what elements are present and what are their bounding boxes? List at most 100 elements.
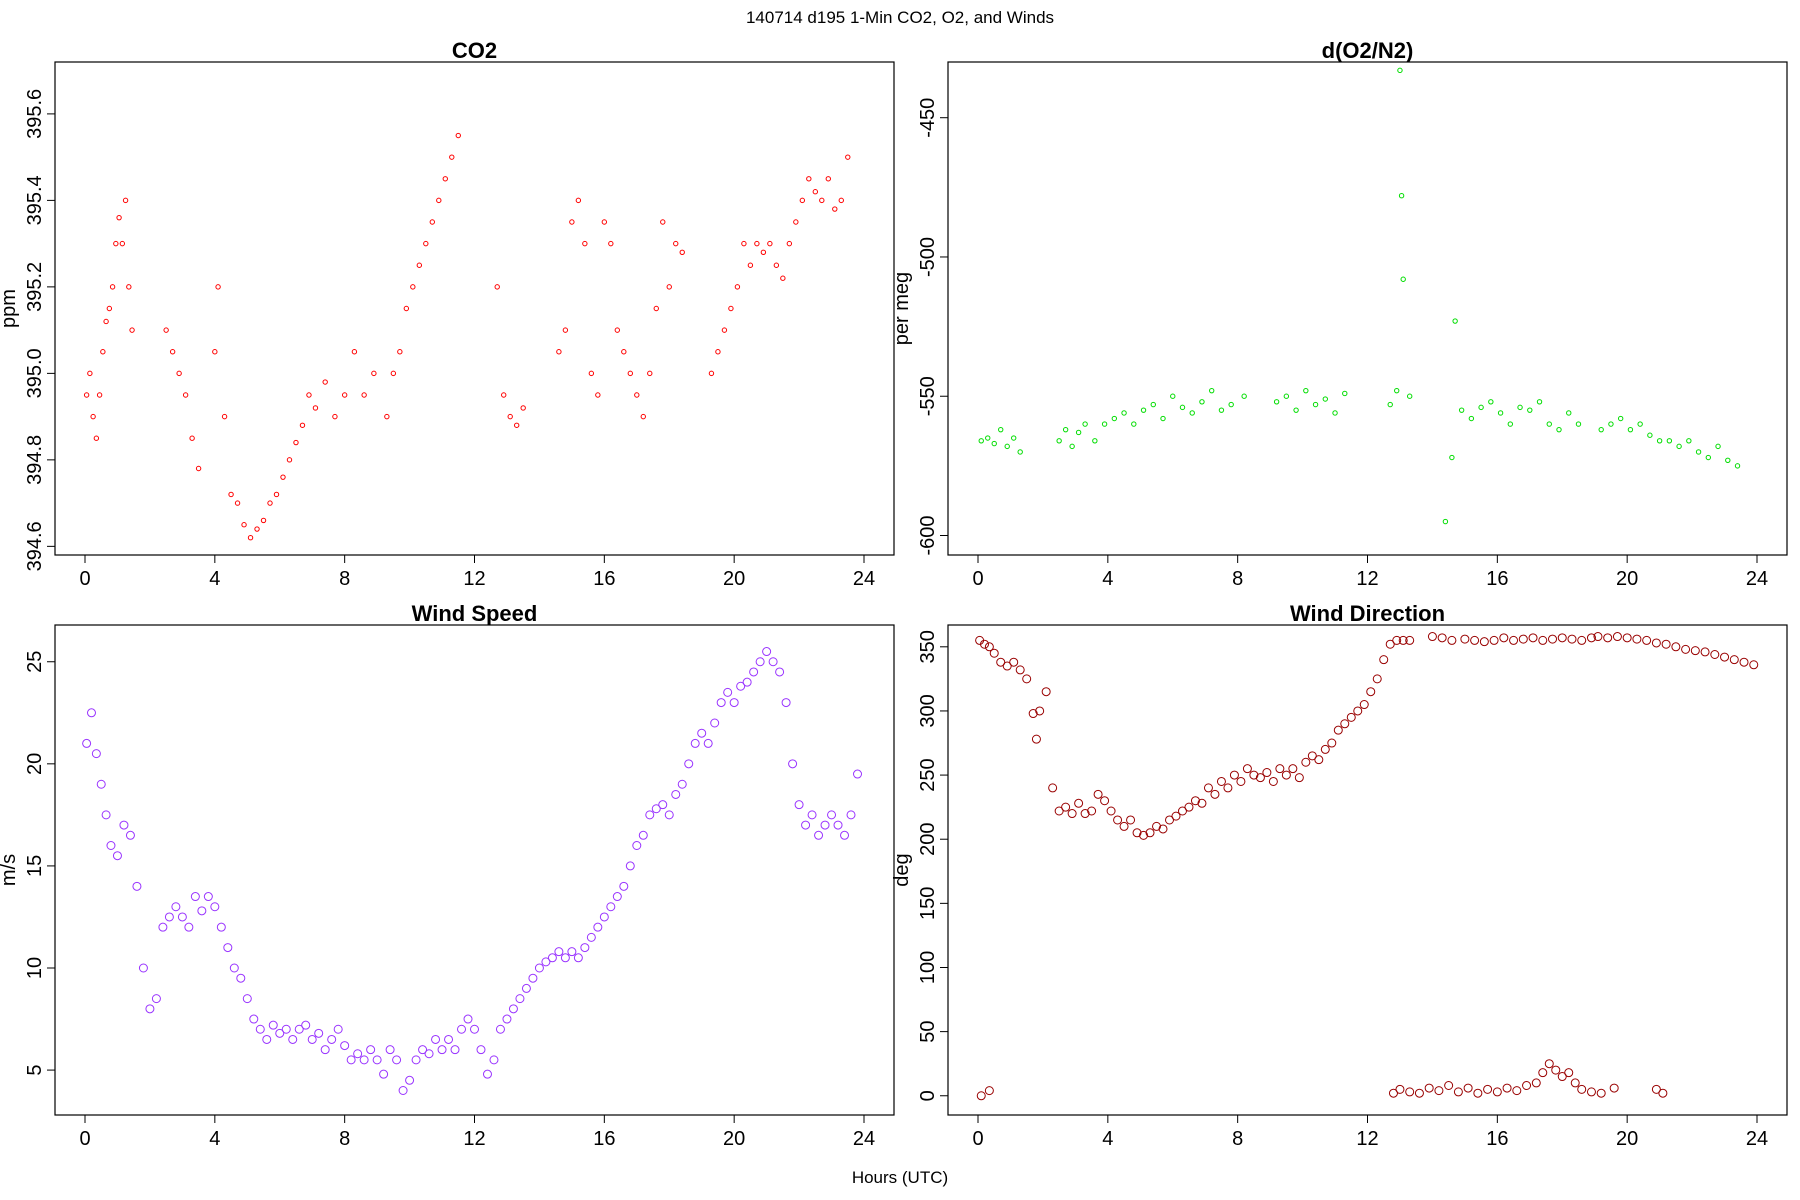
data-point — [1394, 387, 1400, 394]
data-point — [998, 426, 1004, 433]
data-point — [762, 647, 772, 657]
data-point — [1067, 809, 1077, 819]
data-point — [268, 1020, 278, 1030]
data-point — [653, 305, 659, 312]
data-point — [450, 1045, 460, 1055]
data-point — [301, 1020, 311, 1030]
data-point — [601, 219, 608, 225]
data-point — [773, 262, 780, 268]
data-point — [1131, 421, 1137, 427]
data-point — [554, 947, 564, 957]
y-tick-label: 394.8 — [24, 435, 46, 485]
data-point — [645, 810, 655, 820]
data-point — [1656, 438, 1663, 444]
data-point — [651, 804, 661, 814]
data-point — [216, 922, 226, 932]
data-point — [215, 284, 221, 290]
x-tick-label: 24 — [853, 1128, 875, 1150]
x-tick-label: 24 — [1746, 568, 1768, 590]
data-point — [1405, 1087, 1415, 1097]
data-point — [1184, 802, 1194, 812]
data-point — [96, 779, 106, 789]
x-tick-label: 0 — [79, 568, 90, 590]
data-point — [595, 392, 601, 398]
y-tick-label: 395.2 — [24, 262, 46, 312]
data-point — [1502, 1083, 1512, 1093]
data-point — [314, 1028, 324, 1038]
data-point — [627, 370, 633, 377]
x-tick-label: 24 — [853, 568, 875, 590]
data-point — [1676, 443, 1682, 450]
data-point — [1609, 1083, 1619, 1093]
data-point — [1622, 633, 1632, 643]
y-axis-label: per meg — [891, 272, 913, 345]
data-point — [312, 405, 319, 411]
data-point — [569, 219, 575, 225]
data-point — [229, 963, 239, 973]
data-point — [1627, 426, 1634, 433]
data-point — [1054, 806, 1064, 816]
data-point — [588, 370, 595, 377]
panel-2: d(O2/N2) 0 4 8 12 16 20 24 -600 -550 -500 -450 per m… — [891, 38, 1788, 590]
data-point — [87, 370, 93, 377]
data-point — [513, 422, 520, 428]
data-point — [1557, 633, 1567, 643]
data-point — [520, 405, 526, 411]
data-point — [1749, 660, 1759, 670]
data-point — [541, 957, 551, 967]
data-point — [1468, 415, 1475, 422]
data-point — [754, 240, 760, 247]
data-point — [1140, 407, 1147, 413]
data-point — [1312, 401, 1319, 408]
data-point — [799, 197, 806, 204]
data-point — [807, 810, 817, 820]
data-point — [640, 413, 646, 420]
data-point — [1242, 764, 1252, 774]
data-point — [1556, 426, 1562, 433]
data-point — [985, 435, 991, 441]
data-point — [1145, 828, 1155, 838]
data-point — [1074, 798, 1084, 808]
data-point — [476, 1045, 486, 1055]
data-point — [586, 932, 596, 942]
data-point — [1379, 655, 1389, 665]
panel-title: Wind Speed — [412, 601, 538, 626]
data-point — [119, 240, 126, 247]
data-point — [1281, 770, 1291, 780]
data-point — [442, 176, 448, 182]
data-point — [820, 820, 830, 830]
data-point — [1478, 404, 1484, 411]
data-point — [833, 820, 843, 830]
data-point — [169, 349, 176, 355]
data-point — [1340, 719, 1350, 729]
data-point — [90, 413, 96, 420]
data-point — [1637, 421, 1643, 427]
x-tick-label: 20 — [723, 568, 745, 590]
data-point — [814, 830, 824, 840]
data-point — [612, 892, 622, 902]
x-tick-label: 20 — [723, 1128, 745, 1150]
data-point — [582, 240, 588, 247]
data-point — [1387, 401, 1393, 408]
data-point — [1190, 796, 1200, 806]
data-point — [1686, 438, 1692, 444]
panel-title: d(O2/N2) — [1322, 38, 1414, 63]
data-point — [177, 912, 187, 922]
data-point — [1666, 438, 1673, 444]
data-point — [1695, 449, 1702, 455]
data-point — [411, 1055, 421, 1065]
data-point — [286, 457, 293, 463]
data-point — [1460, 634, 1470, 644]
data-point — [608, 240, 614, 247]
data-point — [502, 1014, 512, 1024]
data-point — [1189, 410, 1195, 416]
data-point — [606, 902, 616, 912]
data-point — [1179, 404, 1186, 411]
data-point — [1517, 404, 1523, 411]
data-point — [786, 240, 793, 247]
data-point — [1283, 393, 1290, 399]
data-point — [840, 830, 850, 840]
data-point — [1152, 821, 1162, 831]
data-point — [1518, 634, 1528, 644]
x-tick-label: 0 — [972, 1128, 983, 1150]
